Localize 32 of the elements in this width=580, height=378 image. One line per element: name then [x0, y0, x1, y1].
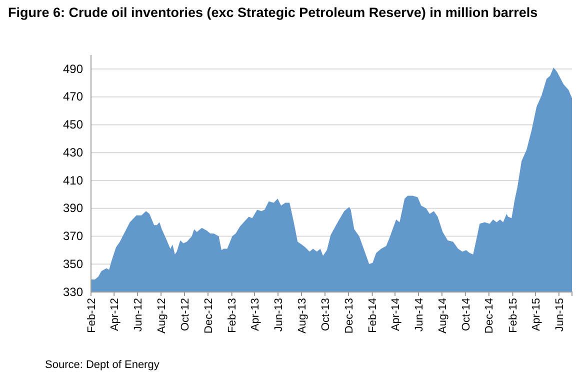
y-tick-label: 490: [62, 62, 84, 76]
x-tick-label: Oct-14: [460, 298, 472, 332]
x-tick-label: Apr-12: [108, 298, 121, 332]
x-tick-label: Feb-12: [86, 298, 98, 333]
x-tick-label: Dec-12: [202, 298, 215, 334]
y-tick-label: 430: [62, 145, 84, 160]
x-tick-label: Oct-12: [179, 298, 192, 332]
y-tick-label: 350: [62, 256, 84, 271]
x-tick-label: Feb-13: [226, 298, 239, 333]
y-tick-label: 330: [62, 284, 84, 299]
x-tick-label: Feb-14: [367, 298, 380, 333]
x-tick-label: Apr-15: [530, 298, 542, 332]
x-tick-label: Jun-12: [132, 298, 144, 332]
y-tick-label: 470: [62, 90, 84, 104]
x-tick-label: Apr-14: [390, 298, 402, 332]
x-tick-label: Dec-13: [343, 298, 356, 334]
y-tick-label: 450: [62, 118, 84, 132]
x-tick-label: Oct-13: [320, 298, 332, 332]
source-note: Source: Dept of Energy: [45, 359, 160, 371]
x-tick-label: Aug-14: [436, 298, 449, 334]
x-tick-label: Jun-13: [272, 298, 285, 332]
chart-title: Figure 6: Crude oil inventories (exc Strategic Petroleum Reserve) in million barrels: [8, 5, 538, 20]
x-tick-label: Aug-12: [156, 298, 168, 334]
y-tick-label: 390: [62, 201, 84, 216]
y-tick-label: 370: [62, 229, 84, 244]
x-tick-label: Jun-15: [554, 298, 566, 332]
x-tick-label: Jun-14: [413, 298, 426, 332]
x-tick-label: Dec-14: [484, 298, 496, 334]
x-tick-label: Apr-13: [249, 298, 262, 332]
x-tick-label: Aug-13: [296, 298, 308, 334]
x-tick-label: Feb-15: [508, 298, 520, 333]
y-tick-label: 410: [62, 173, 84, 188]
